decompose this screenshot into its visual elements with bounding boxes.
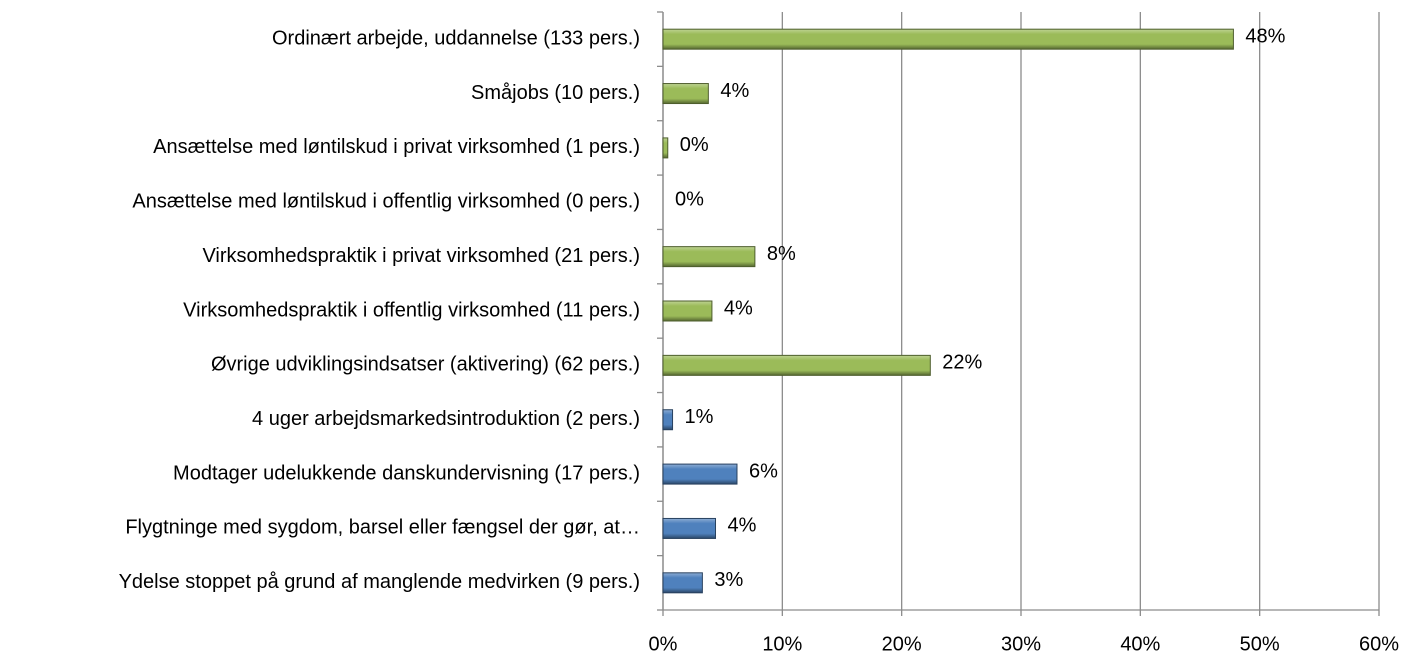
y-tick-label: Virksomhedspraktik i offentlig virksomhe… xyxy=(183,299,640,321)
y-tick-label: Ansættelse med løntilskud i privat virks… xyxy=(153,136,640,158)
y-tick-label: Flygtninge med sygdom, barsel eller fæng… xyxy=(125,517,640,539)
y-tick-label: Virksomhedspraktik i privat virksomhed (… xyxy=(202,245,640,267)
value-label: 1% xyxy=(685,406,714,428)
y-tick-label: 4 uger arbejdsmarkedsintroduktion (2 per… xyxy=(252,408,640,430)
y-tick-label: Modtager udelukkende danskundervisning (… xyxy=(173,462,640,484)
x-tick-label: 20% xyxy=(882,633,922,655)
y-tick-label: Ydelse stoppet på grund af manglende med… xyxy=(119,571,640,593)
bar xyxy=(662,246,756,268)
value-label: 3% xyxy=(714,569,743,591)
value-label: 4% xyxy=(728,515,757,537)
y-tick-label: Småjobs (10 pers.) xyxy=(471,82,640,104)
bar xyxy=(662,137,669,159)
bar xyxy=(662,28,1234,50)
x-tick-label: 50% xyxy=(1240,633,1280,655)
value-label: 4% xyxy=(720,80,749,102)
value-label: 6% xyxy=(749,460,778,482)
x-tick-label: 60% xyxy=(1359,633,1399,655)
value-label: 48% xyxy=(1245,25,1285,47)
bar xyxy=(662,354,931,376)
bar xyxy=(662,83,709,105)
bar xyxy=(662,517,717,539)
value-label: 8% xyxy=(767,243,796,265)
value-label: 0% xyxy=(680,134,709,156)
x-tick-label: 40% xyxy=(1120,633,1160,655)
value-label: 22% xyxy=(942,352,982,374)
x-tick-label: 0% xyxy=(649,633,678,655)
y-tick-label: Ordinært arbejde, uddannelse (133 pers.) xyxy=(272,27,640,49)
bar xyxy=(662,409,674,431)
bar xyxy=(662,300,713,322)
y-tick-label: Øvrige udviklingsindsatser (aktivering) … xyxy=(211,354,640,376)
value-label: 4% xyxy=(724,297,753,319)
x-tick-label: 10% xyxy=(762,633,802,655)
x-tick-label: 30% xyxy=(1001,633,1041,655)
bar xyxy=(662,463,738,485)
value-label: 0% xyxy=(675,189,704,211)
bar xyxy=(662,572,703,594)
y-tick-label: Ansættelse med løntilskud i offentlig vi… xyxy=(132,191,640,213)
